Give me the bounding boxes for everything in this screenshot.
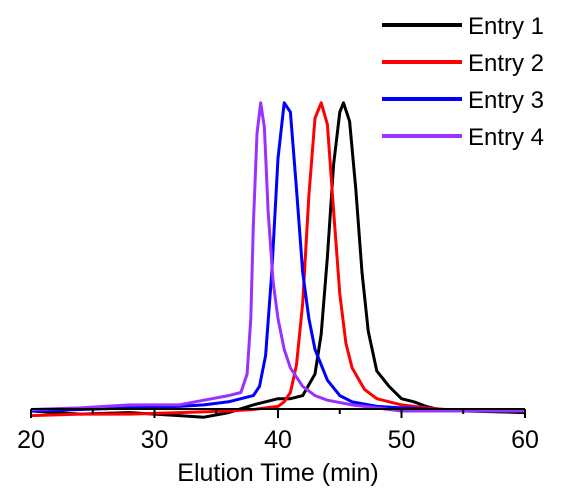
legend-label-1: Entry 1 [468,13,544,40]
series-line-1 [30,101,526,419]
x-tick-label: 50 [388,426,416,454]
x-tick-label: 60 [511,426,539,454]
legend: Entry 1 Entry 2 Entry 3 Entry 4 [382,13,544,151]
series-line-2 [30,101,525,418]
series-line-4 [30,101,525,413]
x-axis-title: Elution Time (min) [177,459,378,487]
x-axis: 20 30 40 50 60 [17,408,539,454]
x-tick-label: 30 [141,426,169,454]
x-tick-label: 20 [17,426,45,454]
series-line-3 [30,101,525,413]
legend-label-4: Entry 4 [468,124,544,151]
legend-label-3: Entry 3 [468,87,544,114]
x-axis-ticks: 20 30 40 50 60 [17,409,539,454]
series-lines [30,101,526,419]
x-tick-label: 40 [264,426,292,454]
legend-label-2: Entry 2 [468,50,544,77]
